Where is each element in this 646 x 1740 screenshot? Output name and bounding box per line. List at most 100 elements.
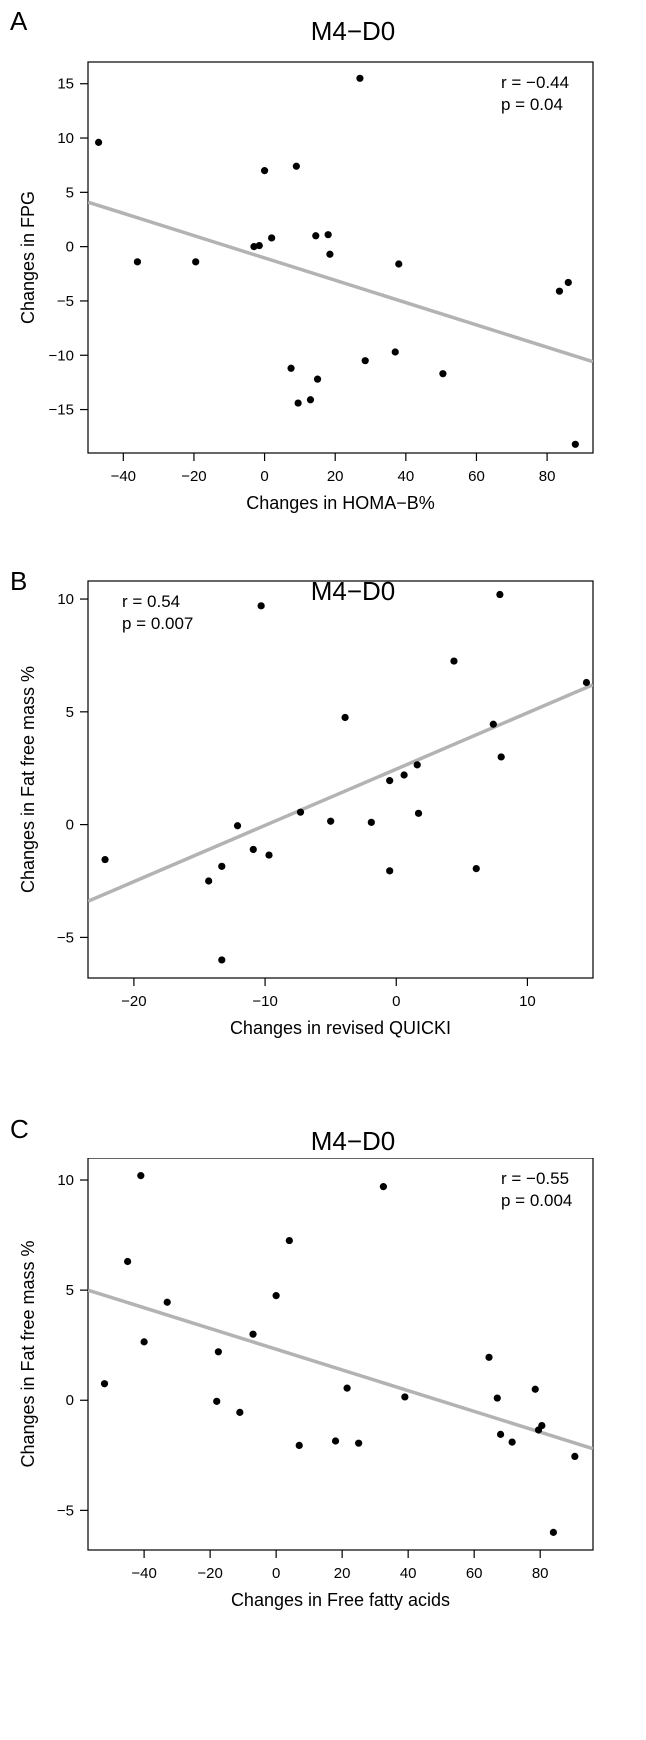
data-point: [287, 364, 295, 372]
y-tick-label: 0: [66, 817, 74, 834]
plot-frame: [87, 580, 594, 979]
data-point: [268, 234, 276, 242]
data-point: [367, 818, 375, 826]
y-tick-label: −10: [49, 347, 74, 364]
panel-label: A: [10, 6, 28, 36]
data-point: [508, 1438, 516, 1446]
x-tick-label: 60: [468, 468, 485, 485]
x-tick-label: −20: [197, 1565, 222, 1582]
data-point: [140, 1338, 148, 1346]
scatter-plot-a: −40 −20 0 20 40 60 80 −15 −10 −5 0 5 10 15 Changes in …: [18, 61, 594, 513]
data-point: [163, 1298, 171, 1306]
y-tick-label: −15: [49, 402, 74, 419]
data-point: [255, 241, 263, 250]
plot-group: −40 −20 0 20 40 60 80 −5 0 5 10 Changes in Free fat…: [18, 1158, 594, 1610]
data-point: [257, 602, 265, 610]
y-tick-label: 10: [57, 591, 74, 608]
data-point: [531, 1385, 539, 1393]
y-axis-label: Changes in Fat free mass %: [18, 666, 38, 893]
data-point: [391, 348, 399, 356]
data-point: [331, 1437, 340, 1445]
data-point: [555, 287, 564, 295]
data-point: [260, 167, 269, 175]
data-point: [218, 956, 226, 964]
data-point: [439, 370, 447, 378]
data-point: [327, 817, 335, 825]
data-point: [355, 1439, 363, 1447]
plot-group: −20 −10 0 10 −5 0 5 10 Changes in revised QUICKI…: [18, 580, 594, 1038]
data-point: [549, 1528, 557, 1536]
data-point: [285, 1236, 293, 1245]
regression-line: [88, 683, 593, 903]
data-point: [538, 1421, 546, 1430]
data-point: [571, 440, 579, 448]
data-point: [379, 1183, 388, 1191]
data-point: [236, 1408, 244, 1416]
data-point: [361, 357, 369, 365]
chart-panel-a: A M4−D0 −40 −20 0 20 40 60 80 −15 −10 −5 0 5 10 15 Cha…: [0, 0, 646, 560]
data-point: [472, 864, 480, 873]
y-axis-label: Changes in Fat free mass %: [18, 1240, 38, 1467]
data-point: [450, 657, 458, 665]
data-point: [582, 678, 591, 687]
x-axis-label: Changes in HOMA−B%: [246, 493, 435, 513]
data-point: [249, 1330, 257, 1338]
data-point: [493, 1394, 501, 1402]
data-point: [218, 862, 226, 870]
data-point: [296, 808, 305, 816]
data-point: [249, 845, 257, 854]
data-point: [489, 720, 497, 728]
y-tick-label: 5: [66, 1282, 74, 1299]
x-axis-label: Changes in revised QUICKI: [230, 1018, 451, 1038]
data-point: [312, 232, 320, 240]
y-axis-label: Changes in FPG: [18, 191, 38, 324]
data-point: [496, 1430, 505, 1438]
data-point: [124, 1257, 132, 1266]
panel-label: B: [10, 566, 28, 596]
x-tick-label: 10: [519, 993, 536, 1010]
data-point: [294, 399, 302, 407]
x-tick-label: 80: [532, 1565, 549, 1582]
regression-line: [88, 1288, 593, 1451]
x-tick-label: 20: [327, 468, 344, 485]
data-point: [137, 1172, 145, 1180]
panel-label: C: [10, 1114, 29, 1144]
chart-panel-b: B M4−D0 −20 −10 0 10 −5 0 5 10 Changes in revise…: [0, 560, 646, 1120]
y-tick-label: 5: [66, 704, 74, 721]
data-point: [306, 396, 315, 404]
data-point: [496, 590, 504, 599]
x-tick-label: 0: [260, 468, 268, 485]
y-tick-label: 10: [57, 1172, 74, 1189]
data-point: [343, 1384, 351, 1392]
data-point: [233, 822, 242, 830]
plot-frame: [87, 1158, 594, 1551]
x-tick-label: 40: [400, 1565, 417, 1582]
x-tick-label: 60: [466, 1565, 483, 1582]
y-tick-label: 0: [66, 239, 74, 256]
data-point: [324, 231, 332, 239]
data-point: [356, 74, 364, 82]
data-point: [214, 1348, 222, 1356]
stat-annotation: r = −0.55: [501, 1169, 569, 1188]
data-point: [414, 809, 423, 817]
stat-annotation: p = 0.007: [122, 614, 193, 633]
stat-annotation: p = 0.004: [501, 1191, 572, 1210]
y-tick-label: 10: [57, 130, 74, 147]
data-point: [564, 278, 572, 287]
data-point: [386, 777, 394, 785]
data-point: [386, 867, 394, 875]
y-tick-label: 15: [57, 76, 74, 93]
data-point: [94, 138, 103, 146]
chart-panel-c: C M4−D0 −40 −20 0 20 40 60 80 −5 0 5 10 Changes in …: [0, 1114, 646, 1690]
x-tick-label: 0: [392, 993, 400, 1010]
x-tick-label: −40: [111, 468, 136, 485]
stat-annotation: p = 0.04: [501, 95, 563, 114]
data-point: [413, 761, 421, 769]
x-tick-label: 80: [539, 468, 556, 485]
x-tick-label: −20: [121, 993, 146, 1010]
data-point: [395, 260, 403, 268]
data-point: [341, 713, 349, 722]
data-point: [133, 258, 142, 266]
data-point: [101, 855, 109, 864]
data-point: [485, 1353, 493, 1361]
